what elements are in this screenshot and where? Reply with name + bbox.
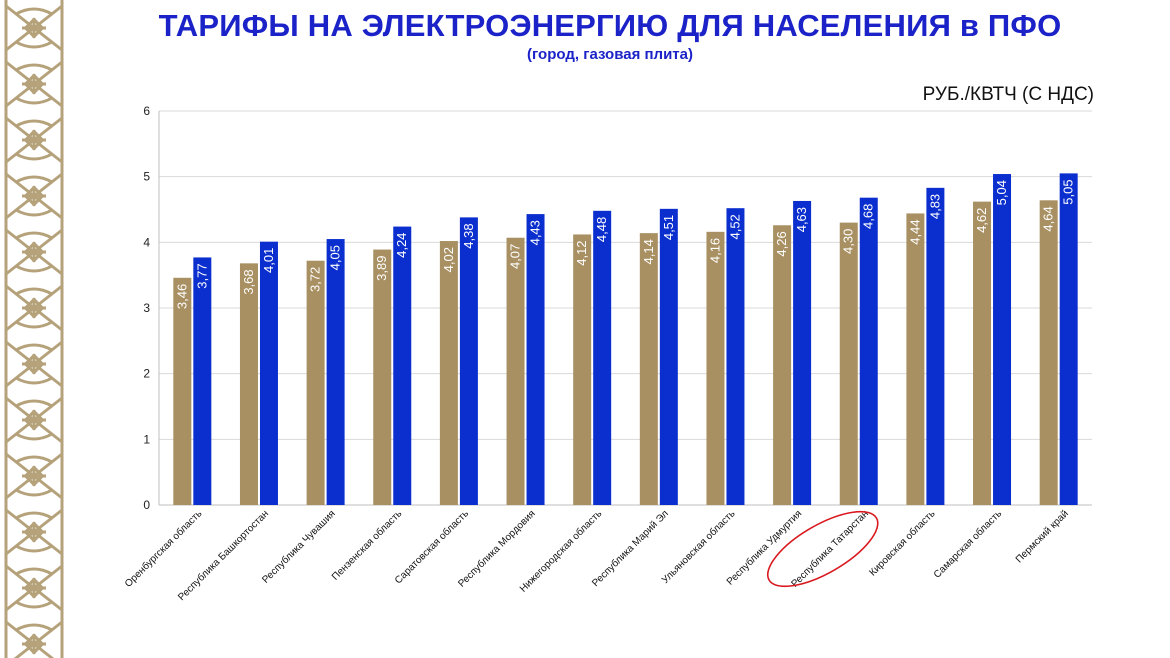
bar bbox=[793, 200, 812, 506]
x-category-label: Республика Татарстан bbox=[789, 508, 871, 590]
x-category-label: Пензенская область bbox=[329, 508, 404, 583]
data-label: 4,51 bbox=[661, 215, 676, 240]
bar bbox=[306, 260, 325, 505]
data-label: 4,48 bbox=[594, 217, 609, 242]
bar bbox=[259, 241, 278, 505]
data-label: 4,05 bbox=[328, 245, 343, 270]
x-category-label: Республика Чувашия bbox=[260, 508, 338, 586]
data-label: 4,24 bbox=[394, 233, 409, 258]
bar bbox=[706, 231, 725, 505]
bar bbox=[639, 233, 658, 505]
bar bbox=[173, 277, 192, 505]
page-subtitle: (город, газовая плита) bbox=[527, 46, 693, 63]
unit-label: РУБ./КВТЧ (С НДС) bbox=[922, 84, 1094, 105]
bar bbox=[993, 174, 1012, 506]
bar bbox=[859, 197, 878, 505]
y-tick-label: 5 bbox=[143, 170, 150, 184]
x-category-label: Оренбургская область bbox=[122, 508, 204, 590]
data-label: 4,68 bbox=[861, 204, 876, 229]
data-label: 3,77 bbox=[194, 263, 209, 288]
x-category-label: Самарская область bbox=[931, 508, 1004, 581]
y-tick-label: 3 bbox=[143, 301, 150, 315]
data-label: 4,43 bbox=[528, 220, 543, 245]
bar bbox=[926, 187, 945, 505]
bar bbox=[906, 213, 925, 505]
bar bbox=[1039, 200, 1058, 505]
data-label: 4,16 bbox=[707, 238, 722, 263]
bar bbox=[506, 237, 525, 505]
data-label: 4,30 bbox=[841, 229, 856, 254]
data-label: 4,62 bbox=[974, 208, 989, 233]
bar bbox=[526, 214, 545, 505]
x-category-label: Пермский край bbox=[1014, 508, 1071, 565]
bar bbox=[1059, 173, 1078, 505]
data-label: 5,05 bbox=[1061, 179, 1076, 204]
x-category-label: Саратовская область bbox=[392, 508, 471, 587]
data-label: 4,38 bbox=[461, 223, 476, 248]
bar bbox=[839, 222, 858, 505]
y-tick-label: 4 bbox=[143, 235, 150, 249]
y-tick-label: 2 bbox=[143, 367, 150, 381]
bar bbox=[239, 263, 258, 505]
data-label: 4,12 bbox=[574, 240, 589, 265]
y-tick-label: 6 bbox=[143, 104, 150, 118]
data-label: 4,02 bbox=[441, 247, 456, 272]
bar bbox=[726, 208, 745, 506]
bar bbox=[193, 257, 212, 505]
data-label: 3,46 bbox=[174, 284, 189, 309]
bar bbox=[573, 234, 592, 505]
bar bbox=[459, 217, 478, 505]
x-category-label: Республика Удмуртия bbox=[724, 508, 804, 588]
x-category-label: Ульяновская область bbox=[659, 508, 737, 586]
bar bbox=[973, 201, 992, 505]
data-label: 4,52 bbox=[727, 214, 742, 239]
decorative-border-ornament bbox=[0, 0, 68, 658]
y-tick-label: 1 bbox=[143, 432, 150, 446]
x-category-label: Республика Марий Эл bbox=[590, 508, 672, 590]
bar bbox=[773, 225, 792, 505]
data-label: 4,44 bbox=[907, 219, 922, 244]
bar bbox=[659, 208, 678, 506]
data-label: 4,64 bbox=[1041, 206, 1056, 231]
data-label: 3,89 bbox=[374, 256, 389, 281]
data-label: 4,14 bbox=[641, 239, 656, 264]
data-label: 4,63 bbox=[794, 207, 809, 232]
data-label: 4,26 bbox=[774, 231, 789, 256]
bar bbox=[373, 249, 392, 505]
data-label: 4,83 bbox=[927, 194, 942, 219]
data-label: 3,72 bbox=[308, 267, 323, 292]
bar bbox=[439, 241, 458, 505]
y-tick-label: 0 bbox=[143, 498, 150, 512]
data-label: 4,01 bbox=[261, 248, 276, 273]
page-title: ТАРИФЫ НА ЭЛЕКТРОЭНЕРГИЮ ДЛЯ НАСЕЛЕНИЯ в… bbox=[158, 8, 1062, 43]
x-category-label: Республика Мордовия bbox=[456, 508, 538, 590]
bar bbox=[326, 239, 345, 506]
data-label: 4,07 bbox=[508, 244, 523, 269]
bar bbox=[393, 226, 412, 505]
data-label: 3,68 bbox=[241, 269, 256, 294]
bar bbox=[593, 210, 612, 505]
data-label: 5,04 bbox=[994, 180, 1009, 205]
highlight-ellipse bbox=[766, 510, 879, 588]
